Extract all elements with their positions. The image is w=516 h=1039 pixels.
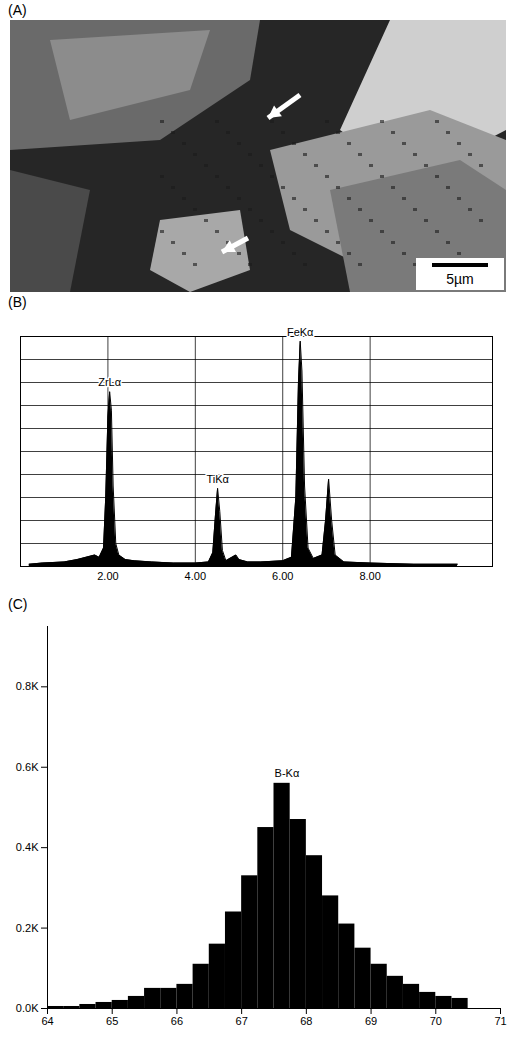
svg-text:71: 71 xyxy=(494,1015,506,1027)
svg-text:0.2K: 0.2K xyxy=(16,922,39,934)
svg-text:6.00: 6.00 xyxy=(272,570,293,582)
svg-text:65: 65 xyxy=(106,1015,118,1027)
svg-text:66: 66 xyxy=(171,1015,183,1027)
svg-text:2.00: 2.00 xyxy=(97,570,118,582)
html-text:(A): (A) xyxy=(8,2,27,18)
svg-text:69: 69 xyxy=(365,1015,377,1027)
svg-text:8.00: 8.00 xyxy=(359,570,380,582)
svg-text:4.00: 4.00 xyxy=(185,570,206,582)
svg-text:ZrLα: ZrLα xyxy=(98,376,122,388)
svg-text:5µm: 5µm xyxy=(446,271,474,287)
svg-text:0.4K: 0.4K xyxy=(16,841,39,853)
svg-text:FeKα: FeKα xyxy=(287,326,314,338)
svg-text:68: 68 xyxy=(300,1015,312,1027)
svg-text:0.8K: 0.8K xyxy=(16,680,39,692)
html-text:(C): (C) xyxy=(8,596,28,612)
svg-text:70: 70 xyxy=(430,1015,442,1027)
svg-text:0.0K: 0.0K xyxy=(16,1002,39,1014)
svg-text:TiKα: TiKα xyxy=(206,473,229,485)
svg-text:0.6K: 0.6K xyxy=(16,761,39,773)
svg-text:67: 67 xyxy=(236,1015,248,1027)
svg-text:B-Kα: B-Kα xyxy=(275,767,300,779)
html-text:(B): (B) xyxy=(8,294,27,310)
svg-text:64: 64 xyxy=(41,1015,53,1027)
